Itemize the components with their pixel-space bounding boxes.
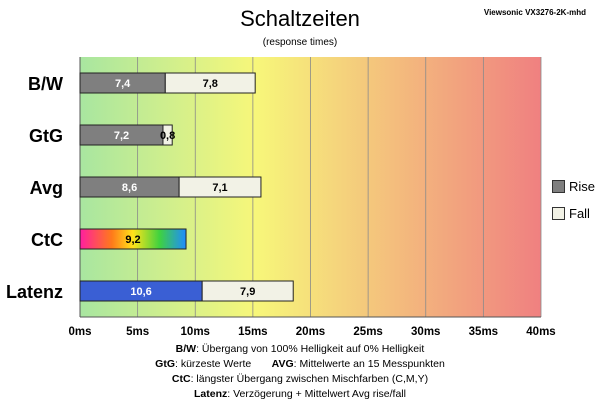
bar-fall: [178, 176, 262, 198]
x-tick-label: 5ms: [126, 326, 149, 338]
bar-fall-label: 7,1: [212, 182, 227, 194]
bar-fall: [201, 280, 294, 302]
y-category-label: B/W: [28, 74, 63, 94]
bar-rise-label: 7,2: [114, 130, 129, 142]
bar-fall-label: 7,8: [203, 78, 218, 90]
note-latenz: Latenz: Verzögerung + Mittelwert Avg ris…: [194, 388, 406, 400]
bar-rise: [79, 228, 187, 250]
x-tick-label: 15ms: [238, 326, 267, 338]
bar-rise-label: 10,6: [130, 286, 151, 298]
x-tick-label: 35ms: [469, 326, 498, 338]
note-ctc: CtC: längster Übergang zwischen Mischfar…: [171, 373, 429, 385]
y-category-label: CtC: [31, 230, 63, 250]
chart-title: Schaltzeiten: [240, 6, 360, 31]
legend-label-fall: Fall: [569, 206, 590, 221]
bar-fall: [162, 124, 173, 146]
note-bw: B/W: Übergang von 100% Helligkeit auf 0%…: [175, 343, 425, 355]
legend-swatch-rise: [552, 180, 565, 193]
bar-rise-label: 7,4: [115, 78, 131, 90]
legend-item-rise: Rise: [552, 179, 595, 194]
bar-fall-label: 7,9: [240, 286, 255, 298]
bar-fall: [164, 72, 256, 94]
bar-rise-label: 9,2: [125, 234, 140, 246]
monitor-model-label: Viewsonic VX3276-2K-mhd: [483, 8, 586, 17]
x-tick-label: 30ms: [411, 326, 440, 338]
legend-item-fall: Fall: [552, 206, 590, 221]
y-category-label: GtG: [29, 126, 63, 146]
y-category-label: Latenz: [6, 282, 63, 302]
bar-fall-label: 0,8: [160, 130, 175, 142]
note-gtg-avg: GtG: kürzeste Werte AVG: Mittelwerte an …: [155, 358, 445, 370]
x-tick-label: 0ms: [68, 326, 91, 338]
x-tick-label: 40ms: [526, 326, 555, 338]
bar-rise-label: 8,6: [122, 182, 137, 194]
chart-notes: B/W: Übergang von 100% Helligkeit auf 0%…: [0, 342, 600, 402]
y-category-label: Avg: [30, 178, 63, 198]
x-tick-label: 20ms: [296, 326, 325, 338]
chart-subtitle: (response times): [262, 37, 338, 48]
legend-swatch-fall: [552, 207, 565, 220]
x-tick-label: 10ms: [181, 326, 210, 338]
legend-label-rise: Rise: [569, 179, 596, 194]
x-tick-label: 25ms: [353, 326, 382, 338]
